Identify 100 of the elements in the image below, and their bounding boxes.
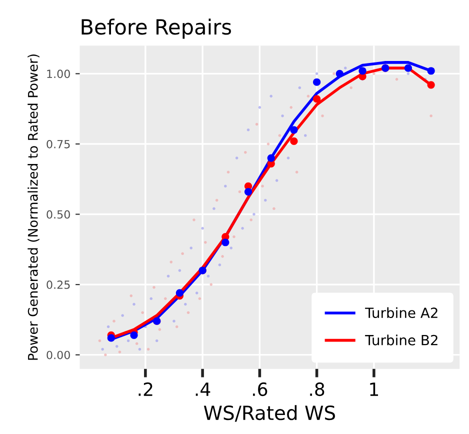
point — [107, 334, 115, 342]
point — [313, 78, 321, 86]
point — [266, 142, 270, 146]
y-tick-label: 1.00 — [47, 70, 70, 78]
point — [270, 94, 272, 98]
point — [184, 302, 187, 306]
point — [306, 94, 310, 98]
point — [315, 72, 318, 76]
point — [332, 72, 336, 76]
point — [298, 86, 302, 90]
point — [141, 311, 144, 314]
point — [246, 128, 250, 132]
point — [175, 325, 178, 328]
point — [106, 325, 110, 328]
point — [244, 188, 252, 196]
x-axis-title: WS/Rated WS — [204, 405, 335, 422]
point — [226, 170, 230, 174]
point — [430, 114, 432, 118]
point — [427, 67, 435, 75]
point — [286, 156, 290, 160]
point — [195, 292, 198, 294]
point — [192, 218, 196, 222]
point — [130, 294, 133, 298]
point — [170, 260, 173, 264]
point — [215, 198, 218, 202]
point — [118, 350, 122, 354]
point — [290, 126, 298, 134]
x-tick-label: 1 — [370, 382, 378, 396]
x-tick-label: .8 — [310, 382, 324, 396]
point — [358, 67, 366, 75]
point — [104, 353, 107, 356]
point — [158, 328, 162, 331]
y-tick-label: 0.75 — [46, 140, 70, 148]
point — [350, 86, 352, 90]
point — [98, 339, 102, 342]
point — [250, 218, 252, 222]
point — [344, 66, 347, 70]
point — [278, 134, 282, 137]
point — [221, 255, 224, 258]
point — [281, 114, 284, 118]
point — [272, 207, 276, 210]
x-tick-label: .4 — [196, 382, 210, 396]
point — [178, 269, 182, 272]
point — [132, 302, 136, 306]
point — [152, 286, 156, 289]
point — [258, 106, 262, 109]
point — [222, 238, 230, 246]
legend-label: Turbine A2 — [365, 307, 438, 318]
point — [295, 170, 298, 174]
point — [115, 345, 118, 348]
x-tick-label: .2 — [138, 382, 152, 396]
legend-label: Turbine B2 — [365, 334, 438, 346]
point — [204, 240, 207, 244]
chart-title: Before Repairs — [82, 18, 231, 39]
point — [112, 320, 116, 322]
point — [313, 95, 321, 103]
point — [164, 297, 167, 300]
point — [224, 184, 227, 188]
y-tick-label: 0.25 — [46, 280, 70, 289]
point — [267, 154, 275, 162]
point — [406, 72, 410, 76]
point — [235, 156, 238, 160]
point — [427, 81, 435, 89]
point — [130, 331, 138, 339]
x-tick-label: .6 — [252, 382, 268, 396]
point — [241, 226, 244, 230]
point — [210, 283, 213, 286]
point — [121, 314, 124, 317]
point — [150, 297, 153, 300]
y-tick-label: 0.00 — [46, 350, 70, 360]
point — [336, 70, 344, 78]
point — [290, 106, 292, 109]
point — [264, 198, 267, 202]
point — [232, 235, 236, 238]
point — [198, 297, 202, 300]
point — [218, 263, 222, 266]
point — [252, 212, 256, 216]
point — [212, 207, 216, 210]
point — [155, 339, 158, 342]
point — [404, 64, 412, 72]
point — [261, 184, 264, 188]
point — [146, 348, 150, 351]
point — [138, 348, 142, 351]
point — [201, 226, 204, 230]
point — [372, 72, 376, 76]
point — [255, 122, 258, 126]
point — [186, 311, 190, 314]
point — [166, 274, 170, 278]
point — [230, 246, 233, 250]
point — [304, 134, 307, 137]
point — [101, 348, 104, 351]
point — [190, 246, 193, 250]
point — [275, 179, 278, 182]
point — [135, 342, 138, 345]
point — [172, 320, 176, 322]
point — [206, 274, 210, 278]
point — [238, 190, 242, 194]
point — [321, 114, 324, 118]
point — [290, 137, 298, 145]
y-tick-label: 0.50 — [46, 210, 70, 219]
